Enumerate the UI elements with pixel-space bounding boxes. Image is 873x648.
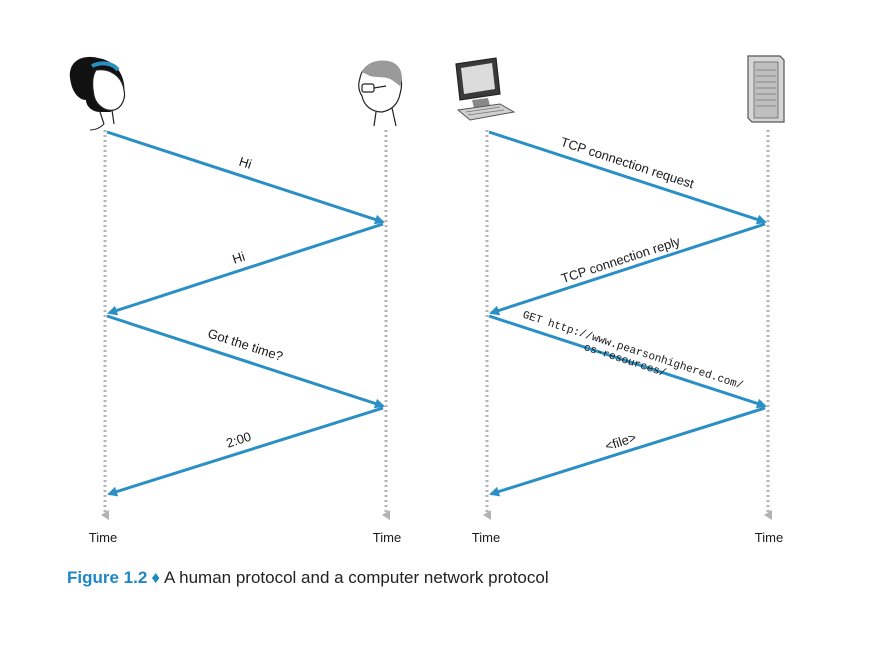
message-label: TCP connection reply — [559, 233, 682, 286]
message-arrow — [107, 222, 384, 316]
message-arrow — [106, 314, 385, 409]
woman-icon — [69, 56, 126, 131]
caption-text: A human protocol and a computer network … — [164, 568, 549, 587]
man-with-glasses-icon — [358, 60, 403, 127]
figure-caption: Figure 1.2 ♦ A human protocol and a comput… — [67, 568, 549, 588]
message-label: GET http://www.pearsonhighered.com/ — [521, 310, 744, 393]
message-arrow — [106, 130, 385, 225]
message-arrow — [107, 406, 384, 497]
time-label: Time — [373, 530, 401, 545]
message-arrow — [489, 406, 766, 497]
message-label: 2:00 — [224, 429, 253, 451]
computer-icon — [455, 57, 516, 121]
time-label: Time — [755, 530, 783, 545]
server-icon — [747, 55, 785, 123]
time-label: Time — [472, 530, 500, 545]
caption-separator-icon: ♦ — [151, 568, 160, 587]
message-label: Hi — [230, 249, 246, 267]
message-arrow — [488, 130, 767, 225]
time-label: Time — [89, 530, 117, 545]
figure-number: Figure 1.2 — [67, 568, 148, 587]
message-arrow — [488, 314, 767, 409]
message-label: Got the time? — [206, 326, 285, 364]
message-label: Hi — [237, 154, 253, 172]
message-arrow — [489, 222, 766, 316]
